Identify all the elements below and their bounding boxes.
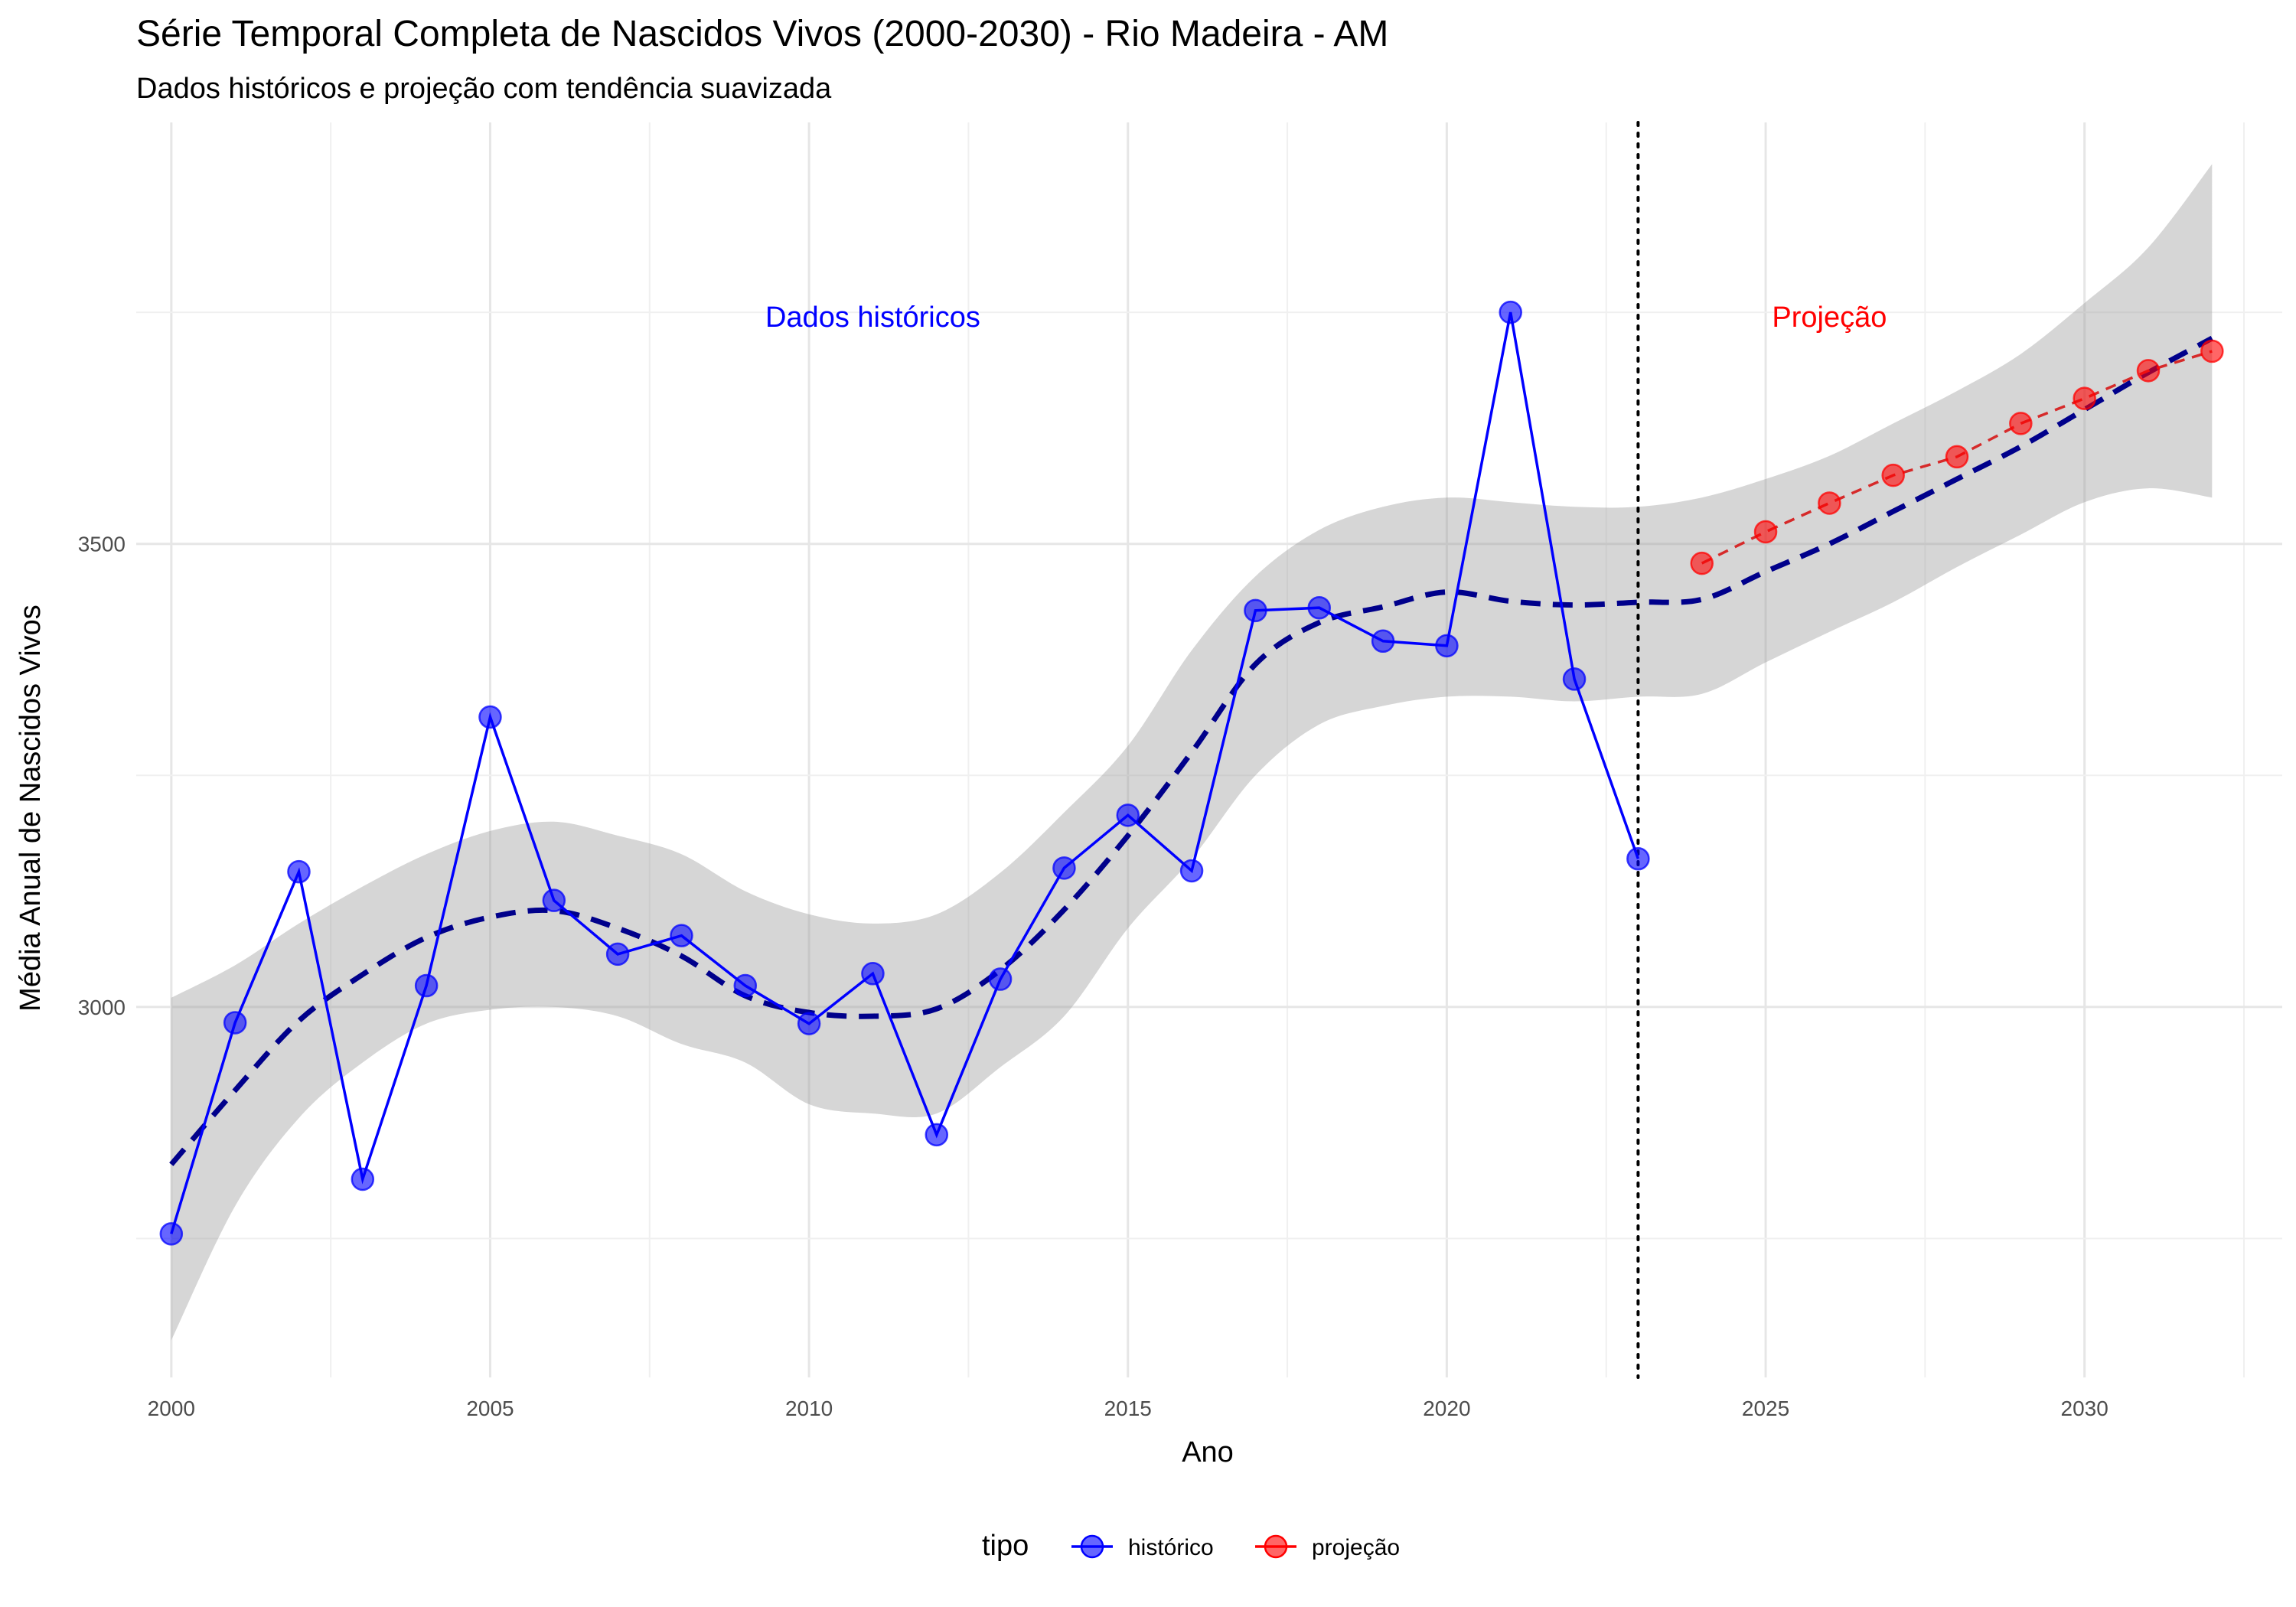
data-point-historico [1052,856,1076,880]
x-tick-label: 2010 [785,1397,833,1420]
chart-title: Série Temporal Completa de Nascidos Vivo… [136,14,1388,54]
y-axis-title: Média Anual de Nascidos Vivos [15,605,47,1012]
x-tick-label: 2005 [466,1397,514,1420]
data-point-historico [1179,859,1204,883]
legend-label: projeção [1312,1535,1400,1560]
data-point-historico [670,924,693,947]
x-tick-label: 2020 [1423,1397,1470,1420]
x-tick-label: 2015 [1104,1397,1152,1420]
data-point-historico [287,859,311,884]
data-point-projecao [2073,386,2096,410]
data-point-projecao [2136,359,2161,383]
data-point-projecao [1818,491,1841,515]
data-point-historico [1371,629,1395,654]
data-point-historico [925,1123,949,1147]
data-point-historico [351,1167,375,1191]
data-point-historico [1626,846,1650,871]
data-point-historico [159,1222,184,1246]
data-point-historico [223,1011,247,1035]
legend: tipo histórico projeção [982,1530,1400,1562]
data-point-historico [1116,804,1140,827]
data-point-historico [797,1012,821,1035]
legend-key-point [1080,1534,1104,1559]
legend-title: tipo [982,1530,1029,1562]
data-point-projecao [1945,445,1969,469]
x-axis-title: Ano [1182,1436,1234,1468]
data-point-historico [733,973,758,998]
data-point-historico [1307,595,1331,620]
data-point-historico [605,942,630,966]
annotation-layer: Dados históricos Projeção [765,302,1887,334]
series-projecao [1690,339,2224,575]
data-point-historico [1499,300,1522,324]
legend-key-point [1264,1534,1288,1559]
data-point-historico [861,962,885,986]
data-point-historico [542,888,566,912]
tick-label-layer: 2000 2005 2010 2015 2020 2025 2030 3000 3500 [78,533,2108,1420]
y-tick-label: 3500 [78,533,126,556]
data-point-projecao [1753,520,1778,544]
data-point-historico [414,973,439,998]
confidence-band-layer [171,164,2213,1341]
trend-line [169,335,2213,1166]
series-historico [159,300,1650,1246]
y-tick-label: 3000 [78,996,126,1019]
data-point-projecao [2009,412,2033,435]
x-tick-label: 2030 [2061,1397,2108,1420]
legend-item-historico: histórico [1071,1534,1214,1560]
data-point-historico [1244,598,1267,623]
chart-subtitle: Dados históricos e projeção com tendênci… [136,73,832,105]
annotation-label: Dados históricos [765,302,980,334]
data-point-projecao [2200,339,2224,363]
data-point-projecao [1881,463,1905,487]
legend-items: histórico projeção [1071,1534,1400,1560]
series-layer [159,300,2224,1246]
data-point-historico [1435,634,1459,658]
grid-layer [136,122,2282,1377]
data-point-historico [1562,667,1587,691]
trend-line-layer [169,335,2213,1166]
legend-label: histórico [1128,1535,1214,1560]
data-point-historico [478,705,502,729]
x-tick-label: 2000 [148,1397,195,1420]
legend-item-projecao: projeção [1255,1534,1400,1560]
confidence-band [171,164,2213,1341]
annotation-label: Projeção [1772,302,1887,334]
data-point-historico [988,967,1013,991]
x-tick-label: 2025 [1742,1397,1789,1420]
data-point-projecao [1690,551,1714,575]
